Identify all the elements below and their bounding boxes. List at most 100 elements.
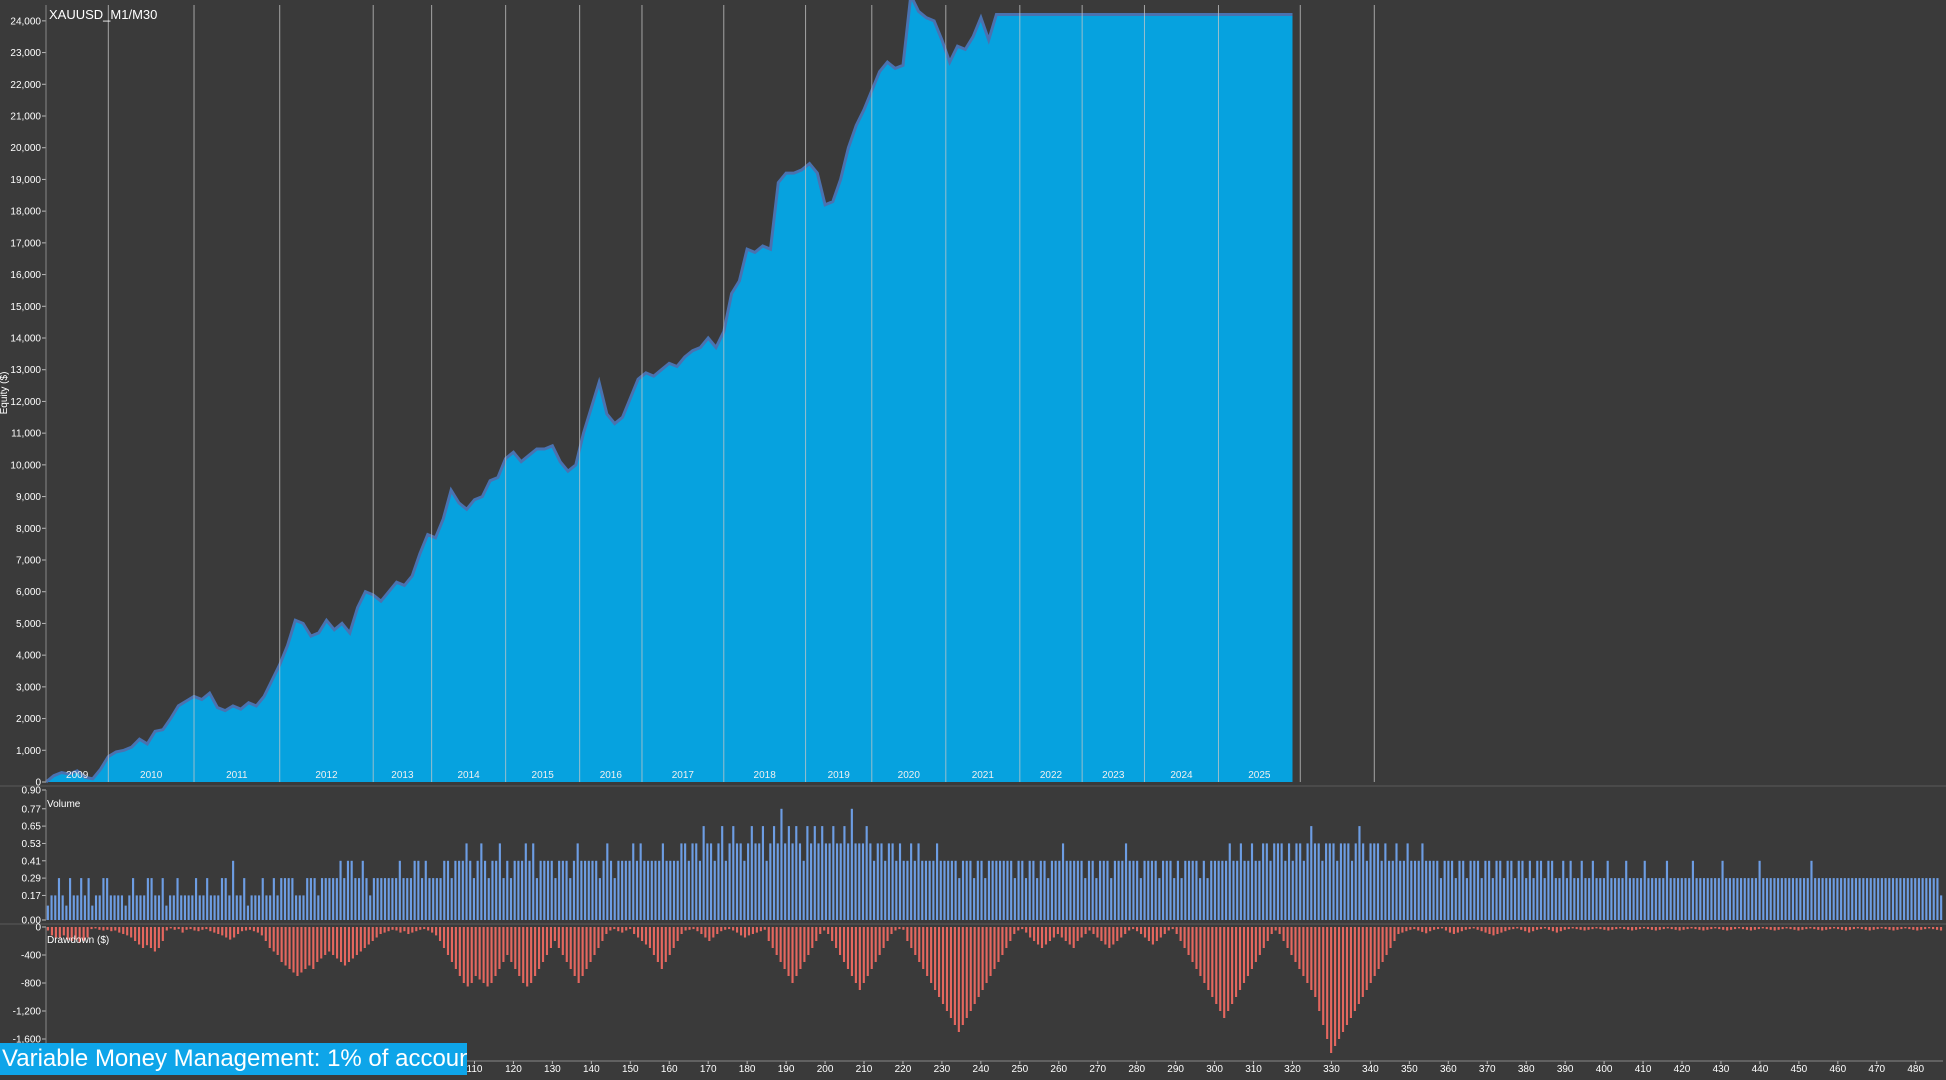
volume-bar xyxy=(680,843,683,920)
drawdown-bar xyxy=(680,927,683,934)
drawdown-bar xyxy=(866,927,869,976)
volume-bar xyxy=(628,860,631,920)
volume-bar xyxy=(654,860,657,920)
volume-bar xyxy=(869,843,872,920)
volume-bar xyxy=(576,843,579,920)
drawdown-bar xyxy=(692,927,695,930)
volume-y-tick-label: 0.90 xyxy=(22,786,42,797)
drawdown-bar xyxy=(1452,927,1455,934)
volume-bar xyxy=(780,808,783,920)
volume-bar xyxy=(1410,860,1413,920)
drawdown-bar xyxy=(720,927,723,932)
volume-bar xyxy=(1884,878,1887,920)
volume-bar xyxy=(1347,843,1350,920)
volume-bar xyxy=(698,860,702,920)
volume-bar xyxy=(1906,878,1909,920)
volume-bar xyxy=(665,860,668,920)
volume-bar xyxy=(435,878,438,920)
drawdown-bar xyxy=(1385,927,1388,955)
volume-bar xyxy=(810,843,813,920)
drawdown-bar xyxy=(1318,927,1321,1011)
drawdown-bar xyxy=(1745,927,1749,930)
volume-bar xyxy=(1940,895,1943,920)
volume-bar xyxy=(1165,860,1168,920)
drawdown-bar xyxy=(1674,927,1677,930)
drawdown-bar xyxy=(304,927,307,969)
year-label: 2020 xyxy=(898,770,921,781)
drawdown-bar xyxy=(1405,927,1408,932)
drawdown-bar xyxy=(1341,927,1345,1032)
drawdown-bar xyxy=(1587,927,1590,930)
volume-bar xyxy=(313,878,316,920)
drawdown-bar xyxy=(581,927,584,976)
x-tick-label: 210 xyxy=(856,1064,873,1075)
drawdown-bar xyxy=(1381,927,1384,962)
drawdown-bar xyxy=(1306,927,1309,983)
volume-bar xyxy=(1058,860,1061,920)
volume-bar xyxy=(1699,878,1702,920)
drawdown-bar xyxy=(997,927,1000,962)
volume-bar xyxy=(1821,878,1824,920)
volume-bar xyxy=(232,860,235,920)
volume-bar xyxy=(1291,860,1294,920)
drawdown-bar xyxy=(1013,927,1016,934)
volume-bar xyxy=(154,895,157,920)
drawdown-bar xyxy=(1856,927,1859,929)
drawdown-bar xyxy=(1488,927,1491,934)
drawdown-bar xyxy=(1559,927,1562,932)
drawdown-bar xyxy=(1496,927,1499,934)
volume-bar xyxy=(1239,843,1242,920)
drawdown-bar xyxy=(1005,927,1008,948)
drawdown-bar xyxy=(1571,927,1574,929)
volume-bar xyxy=(1061,843,1065,920)
equity-y-tick-label: 20,000 xyxy=(10,143,41,154)
volume-bar xyxy=(217,895,220,920)
volume-bar xyxy=(428,878,431,920)
drawdown-bar xyxy=(965,927,968,1018)
drawdown-bar xyxy=(1591,927,1594,930)
volume-bar xyxy=(1050,860,1053,920)
drawdown-bar xyxy=(490,927,493,983)
drawdown-bar xyxy=(1888,927,1891,930)
volume-bar xyxy=(1147,860,1150,920)
volume-bar xyxy=(1680,878,1683,920)
volume-bar xyxy=(458,860,461,920)
drawdown-bar xyxy=(787,927,790,976)
drawdown-bar xyxy=(1254,927,1257,962)
drawdown-bar xyxy=(1848,927,1851,930)
equity-y-tick-label: 9,000 xyxy=(16,492,41,503)
x-tick-label: 190 xyxy=(778,1064,795,1075)
volume-bar xyxy=(580,860,583,920)
volume-bar xyxy=(332,878,335,920)
drawdown-bar xyxy=(644,927,648,945)
volume-bar xyxy=(984,878,987,920)
drawdown-bar xyxy=(688,927,691,930)
volume-bar xyxy=(1632,878,1635,920)
drawdown-bar xyxy=(1749,927,1752,931)
equity-y-tick-label: 22,000 xyxy=(10,80,41,91)
x-tick-label: 180 xyxy=(739,1064,756,1075)
drawdown-bar xyxy=(1797,927,1800,931)
volume-bar xyxy=(183,895,187,920)
x-tick-label: 260 xyxy=(1050,1064,1067,1075)
drawdown-bar xyxy=(1575,927,1578,930)
drawdown-bar xyxy=(937,927,941,997)
volume-bar xyxy=(1373,843,1376,920)
drawdown-bar xyxy=(981,927,984,990)
drawdown-bar xyxy=(1833,927,1836,929)
drawdown-bar xyxy=(1262,927,1265,948)
drawdown-bar xyxy=(498,927,501,969)
drawdown-bar xyxy=(609,927,612,931)
drawdown-bar xyxy=(1314,927,1317,997)
volume-bar xyxy=(613,878,616,920)
volume-bar xyxy=(709,843,713,920)
drawdown-bar xyxy=(1286,927,1289,948)
drawdown-bar xyxy=(438,927,442,941)
drawdown-bar xyxy=(1155,927,1158,941)
volume-bar xyxy=(1651,878,1654,920)
volume-bar xyxy=(413,860,416,920)
volume-bar xyxy=(1162,860,1165,920)
drawdown-bar xyxy=(1290,927,1293,955)
drawdown-bar xyxy=(1508,927,1511,930)
drawdown-bar xyxy=(1326,927,1329,1039)
